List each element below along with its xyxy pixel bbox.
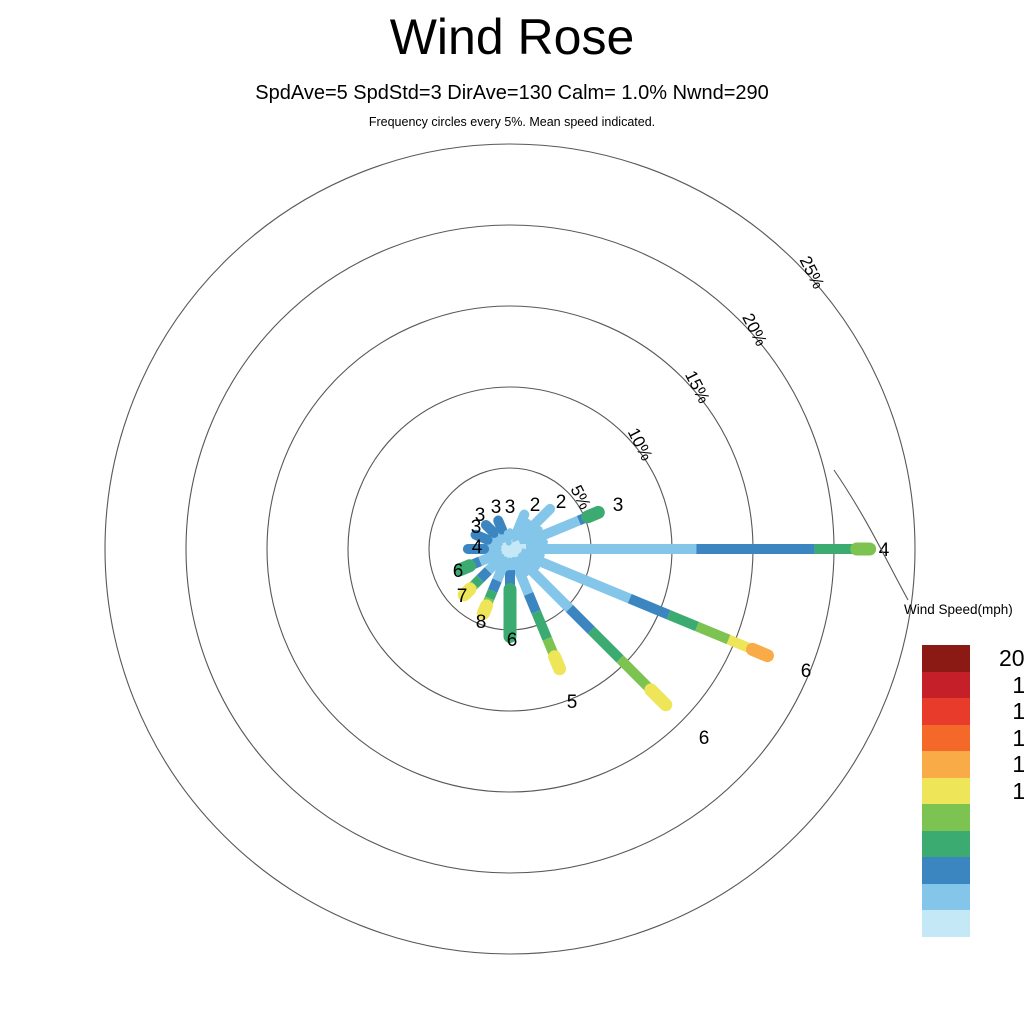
legend-leader-line	[833, 469, 909, 601]
stats-line: SpdAve=5 SpdStd=3 DirAve=130 Calm= 1.0% …	[255, 82, 769, 104]
legend-row: 18	[922, 671, 1024, 698]
petal-segment	[627, 593, 671, 620]
legend-label: 12	[1012, 751, 1024, 777]
mean-speed-label: 3	[471, 517, 482, 538]
petal-segment	[476, 567, 492, 583]
legend-label: 2	[970, 884, 1024, 911]
wind-petal	[503, 530, 513, 550]
petal-segment	[470, 529, 493, 545]
legend-label: 0	[970, 910, 1024, 937]
legend-row: 8	[922, 804, 1024, 831]
legend-row: 10	[922, 777, 1024, 804]
mean-speed-label: 6	[699, 728, 710, 749]
ring-percent-label: 5%	[567, 482, 595, 513]
mean-speed-label: 6	[453, 561, 464, 582]
mean-speed-label: 3	[613, 495, 624, 516]
legend-label: 18	[1012, 671, 1024, 698]
legend-row: 16	[922, 698, 1024, 725]
petal-segment	[644, 683, 673, 712]
petal-segment	[548, 650, 567, 676]
petal-segment	[513, 552, 574, 613]
petal-segment	[566, 605, 595, 634]
legend-label: 14	[1012, 724, 1024, 751]
legend-row: 6	[922, 830, 1024, 858]
petal-segment	[488, 578, 502, 593]
petal-segment	[587, 626, 624, 663]
legend-row: 14	[922, 724, 1024, 751]
legend-row: 0	[922, 910, 1024, 937]
mean-speed-label: 3	[505, 497, 516, 518]
mean-speed-label: 2	[530, 495, 541, 516]
petal-segment	[523, 591, 541, 614]
legend-color-swatch	[922, 910, 970, 937]
ring-percent-label: 25%	[796, 253, 828, 292]
petal-segment	[531, 609, 552, 641]
petal-segment	[616, 655, 655, 694]
petal-segment	[666, 610, 699, 632]
legend-label: 8	[970, 804, 1024, 831]
legend-color-swatch	[922, 751, 970, 778]
petal-segment	[503, 530, 512, 546]
petal-segment	[454, 559, 477, 576]
legend-color-swatch	[922, 830, 970, 857]
petal-segment	[581, 505, 605, 524]
ring-percent-label: 20%	[738, 310, 770, 349]
legend-color-swatch	[922, 804, 970, 831]
petal-segment	[511, 503, 556, 548]
mean-speed-label: 3	[475, 505, 486, 526]
legend-label: 10	[1012, 777, 1024, 804]
petal-segment	[745, 642, 774, 663]
legend-row: 4	[922, 857, 1024, 884]
wind-speed-legend: 20+181614121086420	[922, 645, 1024, 937]
legend-label: 16	[1012, 698, 1024, 724]
legend-row: 2	[922, 883, 1024, 911]
frequency-note: Frequency circles every 5%. Mean speed i…	[368, 115, 656, 129]
ring-percent-label: 15%	[681, 368, 713, 407]
ring-percent-label: 10%	[624, 425, 656, 464]
petal-segment	[480, 519, 499, 538]
legend-color-swatch	[922, 698, 970, 725]
legend-color-swatch	[922, 777, 970, 804]
legend-color-swatch	[922, 724, 970, 751]
legend-row: 20+	[922, 645, 1024, 672]
legend-color-swatch	[922, 671, 970, 698]
legend-color-swatch	[922, 857, 970, 884]
petal-segment	[695, 621, 731, 645]
legend-label: 4	[970, 857, 1024, 884]
mean-speed-label: 4	[879, 540, 890, 561]
petal-segment	[457, 582, 477, 602]
mean-speed-label: 6	[801, 661, 812, 682]
mean-speed-label: 7	[457, 586, 468, 607]
petal-segment	[509, 556, 534, 596]
legend-row: 12	[922, 751, 1024, 778]
page-title: Wind Rose	[389, 9, 635, 65]
petal-segment	[476, 599, 493, 620]
legend-title: Wind Speed(mph)	[904, 602, 1013, 617]
petal-segment	[518, 515, 581, 550]
frequency-ring	[104, 143, 916, 955]
mean-speed-label: 5	[567, 692, 578, 713]
mean-speed-label: 3	[491, 497, 502, 518]
legend-color-swatch	[922, 645, 970, 672]
petal-segment	[518, 548, 632, 604]
mean-speed-label: 2	[556, 492, 567, 513]
mean-speed-label: 4	[472, 537, 483, 558]
legend-label: 6	[970, 831, 1024, 858]
legend-label: 20+	[998, 645, 1024, 671]
petal-segment	[493, 515, 507, 535]
wind-petal	[505, 547, 567, 676]
petal-segment	[470, 575, 484, 589]
legend-color-swatch	[922, 883, 970, 910]
mean-speed-label: 8	[476, 612, 487, 633]
petal-segment	[484, 588, 498, 601]
mean-speed-label: 6	[507, 630, 518, 651]
